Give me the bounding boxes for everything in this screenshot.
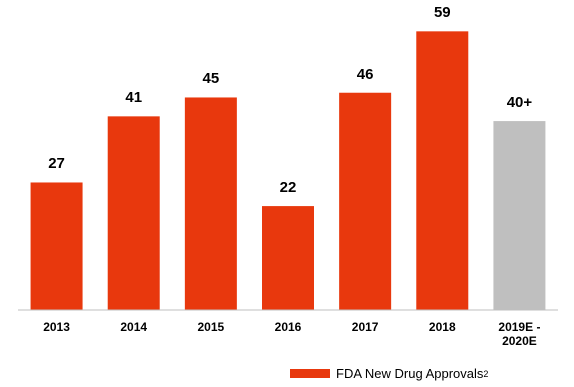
legend-footnote: 2 (483, 368, 489, 379)
bar (416, 31, 469, 310)
legend-swatch (290, 369, 330, 378)
value-label: 41 (125, 89, 143, 107)
x-tick-label: 2019E - 2020E (498, 320, 541, 348)
bar (30, 182, 83, 310)
legend-label: FDA New Drug Approvals (336, 366, 484, 381)
bar (339, 92, 392, 310)
value-label: 59 (433, 4, 451, 22)
x-tick-label: 2014 (120, 320, 148, 334)
bar (262, 206, 314, 310)
x-tick-label: 2016 (274, 320, 302, 334)
value-label: 40+ (506, 94, 533, 112)
bar (107, 116, 160, 310)
value-label: 22 (279, 179, 297, 197)
legend: FDA New Drug Approvals 2 (290, 366, 488, 381)
value-label: 46 (356, 65, 374, 83)
value-label: 27 (48, 155, 65, 173)
x-tick-label: 2015 (197, 320, 225, 334)
x-tick-label: 2018 (428, 320, 456, 334)
bar (184, 97, 237, 310)
x-tick-label: 2017 (351, 320, 379, 334)
bar (493, 121, 546, 310)
x-tick-label: 2013 (43, 320, 70, 334)
value-label: 45 (202, 70, 220, 88)
